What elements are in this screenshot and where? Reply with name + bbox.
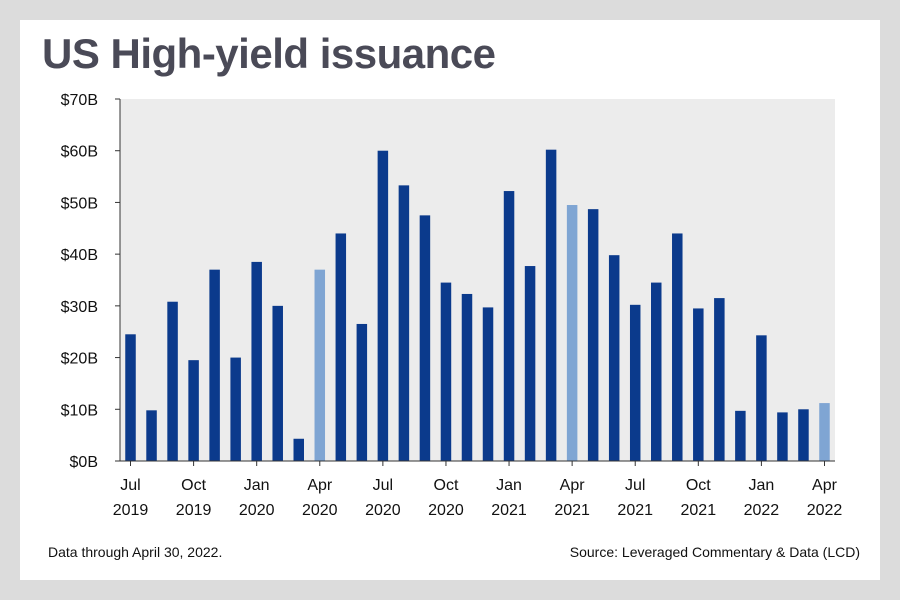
x-tick-month: Apr [560, 477, 586, 494]
bar-15 [419, 215, 431, 461]
x-tick-month: Apr [307, 477, 333, 494]
x-tick-month: Jul [120, 477, 140, 494]
y-tick-label: $60B [61, 144, 98, 161]
chart-title: US High-yield issuance [42, 30, 496, 77]
bar-19 [503, 191, 515, 462]
bar-7 [251, 261, 262, 461]
bar-6 [230, 357, 241, 461]
bar-28 [693, 308, 704, 461]
bar-chart: $0B $10B $20B $30B $40B $50B $60B $70B Jul 2019 Oc… [61, 92, 843, 519]
bar-30 [735, 410, 746, 461]
bar-1 [125, 334, 136, 461]
bar-21 [545, 149, 557, 461]
data-through-note: Data through April 30, 2022. [48, 544, 223, 560]
x-tick-year: 2022 [744, 502, 780, 519]
bar-26 [651, 282, 662, 461]
y-tick-label: $30B [61, 299, 98, 316]
x-tick-year: 2021 [681, 502, 717, 519]
source-note: Source: Leveraged Commentary & Data (LCD… [569, 544, 860, 560]
y-tick-label: $50B [61, 195, 98, 212]
x-tick-month: Oct [434, 477, 459, 494]
bar-14 [398, 185, 410, 462]
x-tick-month: Oct [181, 477, 206, 494]
x-tick-month: Jul [373, 477, 393, 494]
x-tick-month: Apr [812, 477, 838, 494]
bar-25 [629, 304, 641, 461]
bar-8 [272, 305, 283, 461]
x-tick-year: 2021 [617, 502, 653, 519]
x-tick-month: Jan [244, 477, 270, 494]
bar-17 [461, 293, 473, 461]
x-tick-year: 2019 [113, 502, 149, 519]
x-tick-year: 2022 [807, 502, 843, 519]
chart-card: US High-yield issuance $0B $10B $20B $30B $4… [20, 20, 880, 580]
bar-13 [377, 150, 389, 461]
x-tick-month: Jan [748, 477, 774, 494]
x-tick-year: 2019 [176, 502, 212, 519]
x-tick-month: Oct [686, 477, 711, 494]
x-tick-year: 2020 [365, 502, 401, 519]
y-tick-label: $70B [61, 92, 98, 109]
bar-9 [293, 438, 304, 461]
x-tick-month: Jan [496, 477, 522, 494]
bar-16 [440, 282, 452, 461]
bar-29 [714, 298, 725, 461]
bar-10 [314, 269, 326, 461]
bar-34 [819, 403, 830, 461]
bar-5 [209, 269, 220, 461]
bar-18 [482, 307, 494, 461]
bar-31 [756, 335, 767, 461]
bar-33 [798, 409, 809, 461]
bar-11 [335, 233, 347, 461]
y-tick-label: $0B [70, 454, 98, 471]
bar-2 [146, 410, 157, 461]
bar-20 [524, 266, 536, 461]
y-tick-label: $40B [61, 247, 98, 264]
x-tick-year: 2020 [428, 502, 464, 519]
y-tick-label: $20B [61, 351, 98, 368]
x-tick-year: 2020 [239, 502, 275, 519]
bar-12 [356, 323, 368, 461]
bar-22 [566, 205, 578, 461]
bar-24 [608, 255, 620, 461]
bar-23 [587, 209, 599, 461]
x-tick-year: 2021 [554, 502, 590, 519]
bar-3 [167, 301, 178, 461]
bar-27 [672, 233, 683, 461]
x-tick-year: 2020 [302, 502, 338, 519]
plot-area [120, 99, 835, 461]
y-tick-label: $10B [61, 402, 98, 419]
bar-4 [188, 360, 199, 461]
bar-32 [777, 412, 788, 461]
x-tick-month: Jul [625, 477, 645, 494]
x-tick-year: 2021 [491, 502, 527, 519]
